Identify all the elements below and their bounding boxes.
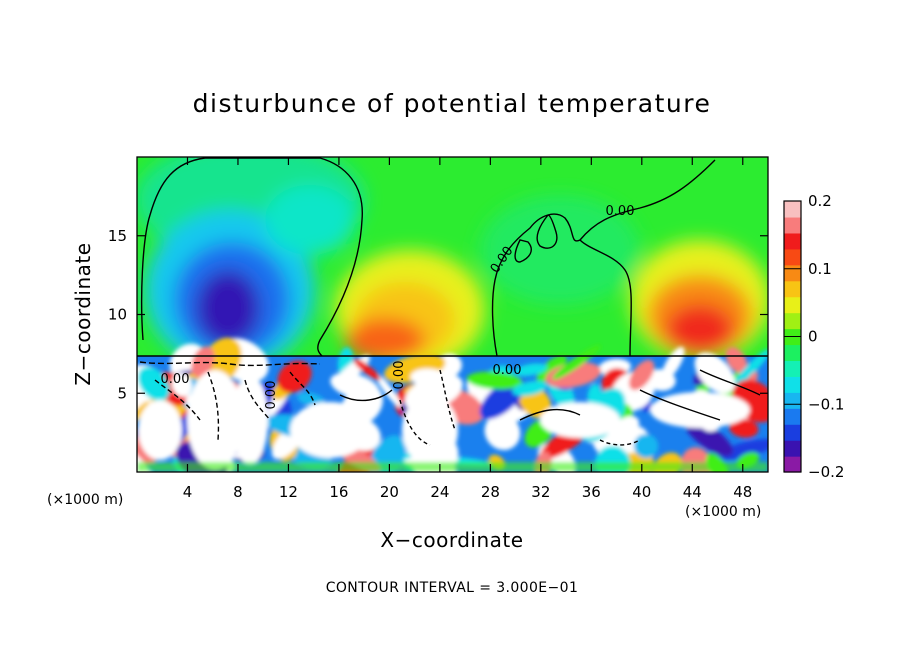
field-patch <box>191 346 215 378</box>
colorbar-segment <box>784 216 801 234</box>
field-patch <box>536 354 568 383</box>
contour-label: 0.00 <box>493 363 522 378</box>
field-patch <box>633 433 659 459</box>
field-patch <box>137 366 170 401</box>
field-patch <box>684 418 733 456</box>
field-patch-white <box>402 395 458 465</box>
colorbar-segment <box>784 232 801 250</box>
field-patch <box>466 371 523 390</box>
colorbar-tick-label: −0.1 <box>808 395 844 413</box>
field-region <box>666 304 734 356</box>
colorbar-segment <box>784 440 801 457</box>
contour-zero-right <box>491 159 716 357</box>
field-patch <box>552 345 601 380</box>
plot-area: 0.000.000.000.000.000.00 <box>137 157 768 472</box>
contour-label: 0.00 <box>264 381 279 410</box>
field-patch-white <box>540 402 620 438</box>
field-patch <box>717 439 768 460</box>
colorbar-segment <box>784 312 801 330</box>
contour-zero-left <box>141 157 363 357</box>
x-unit-right: (×1000 m) <box>685 504 761 520</box>
field-patch-white <box>650 392 750 428</box>
field-patch-white <box>138 400 182 460</box>
chart-title: disturbunce of potential temperature <box>193 89 712 118</box>
colorbar-segment <box>784 456 801 473</box>
colorbar-tick-label: −0.2 <box>808 463 844 481</box>
x-tick-label: 8 <box>233 483 243 501</box>
field-patch <box>484 413 521 451</box>
colorbar-segment <box>784 360 801 377</box>
field-patch <box>512 381 548 396</box>
field-patch-white <box>187 370 243 470</box>
x-tick-label: 36 <box>582 483 601 501</box>
x-tick-label: 24 <box>430 483 449 501</box>
colorbar-tick-label: 0.1 <box>808 260 832 278</box>
colorbar-segment <box>784 408 801 425</box>
field-patch <box>514 363 547 377</box>
field-patch <box>725 347 748 374</box>
x-axis: 4 8 12 16 20 24 28 32 36 40 44 48 <box>183 157 752 501</box>
colorbar-segment <box>784 376 801 393</box>
field-region <box>196 270 260 346</box>
x-unit-left: (×1000 m) <box>47 492 123 508</box>
x-tick-label: 4 <box>183 483 193 501</box>
colorbar-segment <box>784 424 801 441</box>
field-patch <box>374 373 402 408</box>
x-tick-label: 48 <box>733 483 752 501</box>
field-patch <box>545 362 602 388</box>
y-axis-label: Z−coordinate <box>71 242 95 385</box>
field-patch <box>353 358 381 381</box>
field-patch <box>729 418 759 438</box>
field-region <box>345 318 425 362</box>
contour-interval: CONTOUR INTERVAL = 3.000E−01 <box>326 580 579 596</box>
x-tick-label: 16 <box>329 483 348 501</box>
colorbar-segment <box>784 248 801 266</box>
colorbar-segment <box>784 344 801 362</box>
x-tick-label: 12 <box>279 483 298 501</box>
contour-lower-b <box>154 371 316 441</box>
y-tick-label: 10 <box>108 306 127 324</box>
x-tick-label: 44 <box>683 483 702 501</box>
contour-label: 0.00 <box>392 361 407 390</box>
y-tick-label: 5 <box>117 384 127 402</box>
field-region <box>265 185 355 255</box>
y-axis: 5 10 15 <box>108 227 768 402</box>
field-patch-white <box>232 375 268 465</box>
contour-lines <box>137 157 768 446</box>
colorbar-tick-label: 0.2 <box>808 192 832 210</box>
field-patch <box>297 392 326 407</box>
contour-label: 0.00 <box>161 372 190 387</box>
colorbar-segment <box>784 296 801 314</box>
x-tick-label: 32 <box>531 483 550 501</box>
field-patch <box>277 360 312 393</box>
x-tick-label: 28 <box>481 483 500 501</box>
field-patch <box>694 352 735 394</box>
contour-lower-d <box>399 369 641 446</box>
field-patch-white <box>290 402 370 458</box>
contour-lower-a <box>139 361 321 367</box>
field-patch <box>629 359 655 391</box>
x-axis-label: X−coordinate <box>380 528 523 552</box>
y-tick-label: 15 <box>108 227 127 245</box>
contour-label: 0.00 <box>606 204 635 219</box>
upper-field <box>137 157 768 370</box>
field-patch <box>731 349 768 390</box>
field-patch <box>661 346 685 381</box>
contour-lower-c <box>339 369 761 421</box>
field-patch <box>171 372 193 397</box>
field-bottom-band <box>137 462 768 472</box>
colorbar-tick-label: 0 <box>808 328 818 346</box>
colorbar-segment <box>784 392 801 409</box>
colorbar-segment <box>784 264 801 282</box>
field-patch <box>606 415 640 447</box>
colorbar: 0.2 0.1 0 −0.1 −0.2 <box>783 192 844 481</box>
colorbar-segment <box>784 201 801 218</box>
field-patch <box>414 374 439 397</box>
x-tick-label: 40 <box>632 483 651 501</box>
colorbar-segment <box>784 280 801 298</box>
x-tick-label: 20 <box>380 483 399 501</box>
